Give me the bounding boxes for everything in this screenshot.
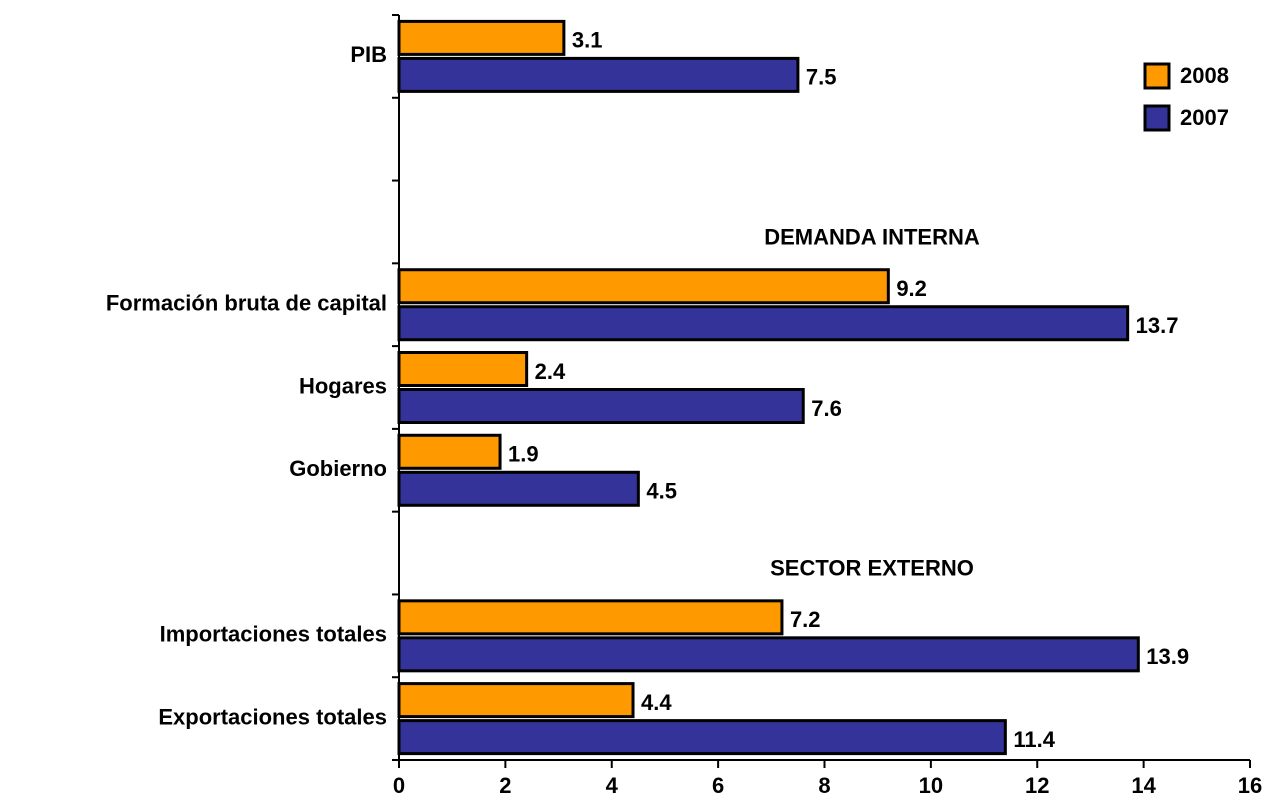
- section-label: DEMANDA INTERNA: [764, 224, 980, 249]
- section-label: SECTOR EXTERNO: [770, 555, 974, 580]
- data-label: 4.5: [646, 479, 677, 504]
- data-label: 7.6: [811, 396, 842, 421]
- bar: [397, 470, 640, 507]
- x-tick-label: 12: [1025, 773, 1049, 798]
- y-tick-label: Gobierno: [289, 456, 387, 481]
- y-tick-label: PIB: [350, 42, 387, 67]
- bar: [397, 636, 1140, 673]
- x-tick-label: 6: [712, 773, 724, 798]
- data-label: 7.2: [790, 607, 821, 632]
- x-tick-label: 8: [818, 773, 830, 798]
- y-tick-label: Exportaciones totales: [158, 704, 387, 729]
- bar: [397, 433, 502, 470]
- data-label: 7.5: [806, 65, 837, 90]
- bar: [397, 388, 805, 424]
- y-tick-label: Formación bruta de capital: [106, 291, 387, 316]
- x-tick-label: 4: [606, 773, 619, 798]
- legend-swatch: [1143, 104, 1171, 132]
- x-tick-label: 10: [919, 773, 943, 798]
- x-tick-label: 14: [1131, 773, 1156, 798]
- bar: [397, 268, 890, 305]
- data-label: 4.4: [641, 690, 672, 715]
- bar: [397, 599, 784, 636]
- x-tick-label: 0: [393, 773, 405, 798]
- y-tick-label: Hogares: [299, 373, 387, 398]
- legend-swatch: [1143, 62, 1171, 90]
- data-label: 9.2: [896, 276, 927, 301]
- data-label: 1.9: [508, 442, 539, 467]
- bar: [397, 56, 800, 93]
- data-label: 13.7: [1136, 313, 1179, 338]
- bar: [397, 305, 1130, 342]
- legend-label: 2008: [1180, 63, 1229, 88]
- legend-label: 2007: [1180, 105, 1229, 130]
- bar: [397, 682, 635, 719]
- data-label: 13.9: [1146, 644, 1189, 669]
- x-tick-label: 2: [499, 773, 511, 798]
- x-tick-label: 16: [1238, 773, 1262, 798]
- data-label: 2.4: [535, 359, 566, 384]
- y-tick-label: Importaciones totales: [160, 622, 387, 647]
- bar: [397, 351, 529, 387]
- data-label: 3.1: [572, 28, 603, 53]
- data-label: 11.4: [1013, 727, 1055, 752]
- bar: [397, 719, 1007, 756]
- bar: [397, 19, 566, 56]
